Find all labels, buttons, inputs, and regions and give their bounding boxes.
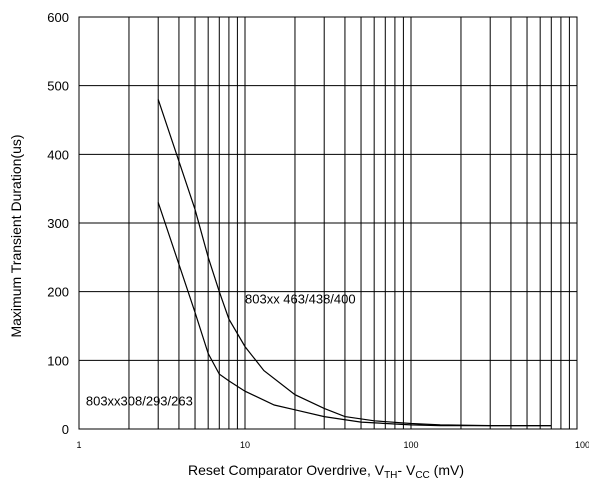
x-axis-label-mid: - V	[397, 462, 416, 478]
x-axis-label-end: (mV)	[430, 462, 464, 478]
series-line-0	[157, 99, 552, 427]
x-tick-label-0: 1	[76, 440, 81, 450]
y-tick-label-0: 0	[62, 422, 69, 437]
x-axis-label-main: Reset Comparator Overdrive, V	[188, 462, 385, 478]
grid	[78, 16, 578, 430]
x-axis-label-sub-th: TH	[384, 470, 397, 481]
series-annotation-1: 803xx308/293/263	[86, 394, 193, 409]
series-line-1	[157, 202, 552, 427]
x-tick-label-3: 1000	[575, 440, 589, 450]
y-tick-label-1: 100	[47, 353, 69, 368]
y-tick-label-2: 200	[47, 285, 69, 300]
series-annotation-0: 803xx 463/438/400	[245, 291, 356, 306]
y-tick-label-3: 300	[47, 216, 69, 231]
y-tick-label-4: 400	[47, 147, 69, 162]
plot-frame	[78, 16, 578, 430]
x-axis-label: Reset Comparator Overdrive, VTH- VCC (mV…	[188, 462, 464, 481]
x-axis-label-sub-cc: CC	[415, 470, 429, 481]
y-axis-label: Maximum Transient Duration(us)	[8, 134, 24, 337]
y-tick-label-6: 600	[47, 10, 69, 25]
annotations: 803xx 463/438/400 803xx308/293/263	[86, 291, 356, 408]
series-layer	[157, 99, 552, 427]
y-tick-label-5: 500	[47, 79, 69, 94]
x-tick-label-2: 100	[403, 440, 418, 450]
tick-labels: 0 100 200 300 400 500 600 1 10 100 1000	[47, 10, 589, 450]
x-tick-label-1: 10	[240, 440, 250, 450]
